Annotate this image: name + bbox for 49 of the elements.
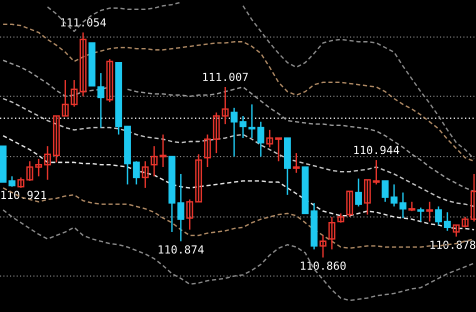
candlestick — [346, 190, 354, 218]
annotation: 111.007 — [203, 72, 248, 82]
candlestick — [328, 216, 336, 250]
candlestick — [150, 145, 158, 177]
candlestick — [337, 212, 344, 224]
candlestick — [426, 201, 434, 222]
candlestick — [408, 201, 416, 212]
candlestick — [266, 129, 274, 148]
candlestick — [97, 72, 104, 128]
candlestick — [417, 206, 424, 222]
candlestick — [444, 212, 451, 232]
candlestick — [44, 145, 51, 180]
candlestick — [275, 137, 282, 162]
candlestick — [17, 176, 24, 189]
candlestick — [177, 173, 184, 242]
candlestick — [186, 198, 194, 230]
candlestick — [452, 224, 460, 238]
annotation: 110.944 — [354, 146, 400, 154]
annotation: 110.860 — [300, 261, 346, 270]
candlestick — [248, 104, 256, 139]
candlestick — [435, 206, 442, 226]
candlestick — [240, 115, 246, 139]
candlestick — [257, 121, 264, 158]
candlestick — [364, 179, 371, 216]
candlestick — [106, 58, 114, 103]
annotation: 110.921 — [1, 190, 46, 200]
candlestick — [372, 159, 380, 186]
candlestick — [160, 134, 166, 168]
candlestick — [26, 160, 34, 182]
candlestick — [292, 152, 300, 174]
candlestick — [212, 112, 220, 154]
candlestick — [230, 107, 238, 158]
candlestick — [132, 160, 140, 186]
candlestick — [52, 115, 60, 164]
candlestick — [390, 184, 398, 208]
candlestick — [80, 32, 87, 97]
annotation: 110.878 — [430, 240, 476, 250]
candlestick — [382, 180, 389, 203]
candlestick — [195, 154, 202, 203]
candlestick — [222, 86, 229, 125]
candlestick — [204, 134, 211, 168]
annotation: 111.054 — [61, 18, 106, 27]
candlestick — [142, 160, 149, 189]
candlestick — [35, 158, 42, 177]
candlestick — [400, 192, 406, 219]
candlestick — [355, 178, 362, 208]
candlestick — [462, 216, 469, 228]
annotation: 110.874 — [158, 245, 204, 254]
candlestick — [320, 234, 326, 258]
